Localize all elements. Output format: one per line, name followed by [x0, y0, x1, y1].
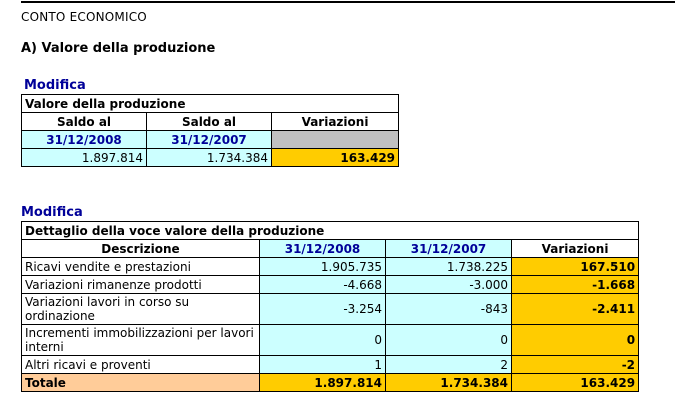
row-value-2008: -4.668 [259, 275, 386, 294]
row-value-2007: 2 [385, 355, 512, 374]
summary-header-row: Saldo al Saldo al Variazioni [21, 112, 400, 131]
row-value-2007: 0 [385, 324, 512, 356]
row-description: Ricavi vendite e prestazioni [21, 257, 260, 276]
col-header-saldo-2007: Saldo al [146, 112, 272, 131]
row-value-2008: 1.905.735 [259, 257, 386, 276]
top-divider [21, 1, 675, 3]
row-variazione: 0 [510, 324, 640, 356]
row-description: Variazioni lavori in corso su ordinazion… [21, 293, 260, 325]
total-row: Totale 1.897.814 1.734.384 163.429 [21, 373, 640, 392]
modifica-link-summary[interactable]: Modifica [24, 78, 86, 93]
row-value-2007: -843 [385, 293, 512, 325]
row-value-2008: -3.254 [259, 293, 386, 325]
row-value-2007: 1.738.225 [385, 257, 512, 276]
table-row: Variazioni rimanenze prodotti -4.668 -3.… [21, 275, 640, 294]
value-2007: 1.734.384 [146, 148, 272, 167]
detail-header-row: Descrizione 31/12/2008 31/12/2007 Variaz… [21, 239, 640, 258]
value-2008: 1.897.814 [21, 148, 147, 167]
row-value-2008: 1 [259, 355, 386, 374]
value-variazione: 163.429 [270, 148, 400, 167]
detail-caption: Dettaglio della voce valore della produz… [20, 221, 640, 240]
row-variazione: -2 [510, 355, 640, 374]
summary-caption-row: Valore della produzione [20, 94, 400, 113]
col-header-variazioni: Variazioni [510, 239, 640, 258]
date-2008: 31/12/2008 [21, 130, 147, 149]
row-description: Variazioni rimanenze prodotti [21, 275, 260, 294]
page-subtitle: A) Valore della produzione [21, 41, 216, 56]
col-header-descrizione: Descrizione [21, 239, 260, 258]
table-row: Variazioni lavori in corso su ordinazion… [21, 293, 640, 325]
col-header-2007: 31/12/2007 [385, 239, 512, 258]
empty-grey-cell [270, 130, 400, 149]
row-variazione: -1.668 [510, 275, 640, 294]
modifica-link-detail[interactable]: Modifica [21, 205, 83, 220]
summary-date-row: 31/12/2008 31/12/2007 [21, 130, 400, 149]
table-row: Incrementi immobilizzazioni per lavori i… [21, 324, 640, 356]
detail-caption-row: Dettaglio della voce valore della produz… [20, 221, 640, 240]
total-value-2007: 1.734.384 [385, 373, 512, 392]
col-header-2008: 31/12/2008 [259, 239, 386, 258]
row-variazione: -2.411 [510, 293, 640, 325]
row-value-2008: 0 [259, 324, 386, 356]
summary-table: Valore della produzione Saldo al Saldo a… [20, 94, 400, 167]
col-header-variazioni: Variazioni [270, 112, 400, 131]
total-label: Totale [21, 373, 260, 392]
summary-value-row: 1.897.814 1.734.384 163.429 [21, 148, 400, 167]
total-variazione: 163.429 [510, 373, 640, 392]
row-variazione: 167.510 [510, 257, 640, 276]
section-title: CONTO ECONOMICO [21, 10, 147, 24]
total-value-2008: 1.897.814 [259, 373, 386, 392]
table-row: Ricavi vendite e prestazioni 1.905.735 1… [21, 257, 640, 276]
summary-caption: Valore della produzione [20, 94, 400, 113]
row-description: Incrementi immobilizzazioni per lavori i… [21, 324, 260, 356]
date-2007: 31/12/2007 [146, 130, 272, 149]
row-value-2007: -3.000 [385, 275, 512, 294]
col-header-saldo-2008: Saldo al [21, 112, 147, 131]
table-row: Altri ricavi e proventi 1 2 -2 [21, 355, 640, 374]
row-description: Altri ricavi e proventi [21, 355, 260, 374]
detail-table: Dettaglio della voce valore della produz… [20, 221, 640, 392]
